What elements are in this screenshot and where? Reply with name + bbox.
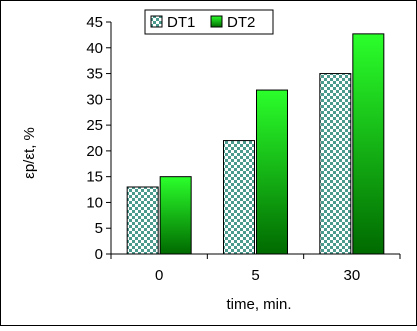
y-tick-label: 15 xyxy=(86,169,103,186)
y-tick-label: 35 xyxy=(86,66,103,83)
bar-dt2-30 xyxy=(352,33,385,255)
y-axis-label: εp/εt, % xyxy=(21,127,38,179)
bar-dt1-5 xyxy=(223,140,255,255)
x-tick-label: 5 xyxy=(251,267,259,284)
bar-dt1-0 xyxy=(126,186,159,255)
x-tick-label: 30 xyxy=(343,267,360,284)
plot-area: 0 5 10 15 20 25 30 35 40 45 0 5 30 xyxy=(86,14,401,284)
legend-box xyxy=(144,9,274,35)
y-tick-label: 0 xyxy=(95,246,103,263)
bar-dt2-0 xyxy=(159,176,192,255)
y-tick-label: 20 xyxy=(86,143,103,160)
y-tick-label: 5 xyxy=(95,220,103,237)
legend-swatch-dt2 xyxy=(210,15,223,28)
legend-label-dt2: DT2 xyxy=(227,14,255,31)
y-tick-label: 25 xyxy=(86,117,103,134)
legend-label-dt1: DT1 xyxy=(167,14,195,31)
x-tick-label: 0 xyxy=(155,267,163,284)
bar-dt2-5 xyxy=(256,89,288,255)
y-tick-label: 30 xyxy=(86,91,103,108)
legend: DT1 DT2 xyxy=(144,9,274,35)
y-tick-label: 40 xyxy=(86,40,103,57)
y-tick-label: 45 xyxy=(86,14,103,31)
x-axis-label: time, min. xyxy=(226,296,291,313)
plot-background xyxy=(111,22,400,254)
y-tick-label: 10 xyxy=(86,194,103,211)
bar-dt1-30 xyxy=(319,73,352,255)
legend-swatch-dt1 xyxy=(150,15,163,28)
